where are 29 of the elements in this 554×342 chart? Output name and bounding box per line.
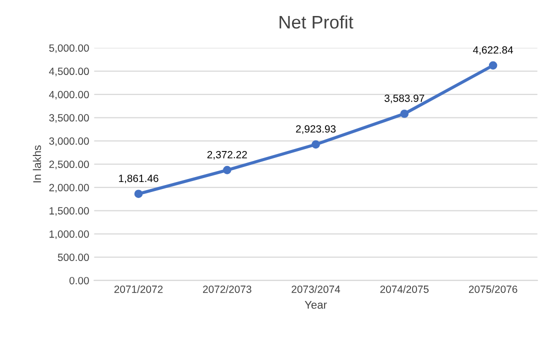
x-tick-label: 2075/2076 bbox=[468, 285, 518, 293]
point bbox=[400, 110, 409, 118]
data-label: 1,861.46 bbox=[119, 174, 158, 184]
point bbox=[488, 61, 498, 70]
point bbox=[222, 166, 232, 174]
y-tick-label: 500.00 bbox=[58, 254, 89, 262]
chart-title: Net Profit bbox=[280, 15, 354, 29]
y-tick-label: 1,500.00 bbox=[50, 207, 89, 216]
point bbox=[312, 140, 320, 149]
data-label: 2,923.93 bbox=[296, 125, 336, 134]
x-axis-title: Year bbox=[304, 300, 327, 309]
y-tick-label: 1,000.00 bbox=[50, 230, 89, 240]
y-tick-label: 2,500.00 bbox=[49, 160, 89, 170]
data-label: 4,622.84 bbox=[473, 46, 514, 55]
y-tick-label: 4,000.00 bbox=[49, 90, 89, 100]
y-tick-label: 3,500.00 bbox=[49, 114, 89, 123]
y-tick-label: 3,000.00 bbox=[49, 137, 89, 146]
y-tick-label: 0.00 bbox=[69, 276, 89, 284]
data-label: 3,583.97 bbox=[384, 94, 424, 104]
y-tick-label: 5,000.00 bbox=[49, 44, 89, 53]
x-tick-label: 2074/2075 bbox=[380, 285, 429, 293]
x-tick-label: 2073/2074 bbox=[292, 285, 340, 293]
y-tick-label: 4,500.00 bbox=[49, 68, 89, 76]
data-label: 2,372.22 bbox=[207, 150, 247, 160]
point bbox=[134, 190, 143, 198]
y-tick-label: 2,000.00 bbox=[49, 184, 89, 193]
x-tick-label: 2071/2072 bbox=[114, 285, 163, 293]
x-tick-label: 2072/2073 bbox=[203, 285, 252, 293]
y-axis-title: In lakhs bbox=[32, 145, 42, 182]
